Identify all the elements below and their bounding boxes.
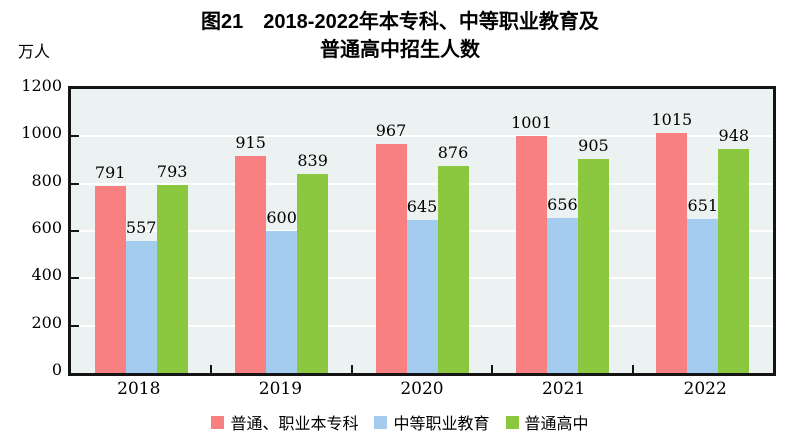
chart-title-line1: 图21 2018-2022年本专科、中等职业教育及	[201, 11, 599, 33]
bar-series-1: 600	[266, 208, 298, 373]
x-tick	[631, 365, 634, 373]
bar-value-label: 645	[406, 197, 438, 217]
bar-value-label: 915	[235, 133, 266, 153]
x-axis-label: 2020	[400, 379, 444, 399]
bar-series-2: 839	[297, 151, 329, 373]
gridline	[71, 135, 773, 138]
bar-value-label: 791	[94, 162, 126, 182]
chart-title: 图21 2018-2022年本专科、中等职业教育及 普通高中招生人数	[0, 8, 800, 64]
legend-item-2: 普通高中	[505, 410, 589, 434]
bar-group: 1015 651 948	[633, 89, 773, 373]
y-tick-label: 200	[31, 312, 62, 332]
bar-value-label: 905	[578, 135, 609, 155]
x-tick	[491, 365, 494, 373]
bar-series-2: 905	[577, 136, 609, 373]
y-tick-label: 400	[31, 265, 62, 285]
y-axis-labels: 0 200 400 600 800 1000 1200	[0, 78, 62, 378]
y-axis-unit-label: 万人	[18, 44, 51, 61]
x-axis-label: 2019	[258, 379, 303, 399]
legend-swatch	[505, 415, 519, 429]
bar-series-2: 948	[718, 126, 750, 373]
y-tick	[71, 182, 79, 185]
bar-value-label: 656	[547, 194, 578, 214]
bar-value-label: 557	[125, 218, 157, 238]
plot-area: 791 557 793 915 600 839 967 645 876 1001 656 905 101…	[68, 86, 776, 376]
y-tick	[71, 277, 79, 280]
bar-value-label: 1015	[651, 109, 693, 129]
bar-value-label: 967	[375, 121, 407, 141]
bar-value-label: 651	[687, 195, 719, 215]
legend-label: 中等职业教育	[393, 416, 490, 433]
legend-swatch	[374, 415, 388, 429]
bar-groups: 791 557 793 915 600 839 967 645 876 1001 656 905 101…	[71, 89, 773, 373]
x-axis-label: 2021	[541, 379, 586, 399]
bar-series-1: 645	[406, 197, 438, 373]
y-tick-label: 0	[51, 360, 62, 379]
y-tick	[71, 135, 79, 138]
legend-label: 普通高中	[524, 416, 589, 433]
x-tick	[210, 365, 213, 373]
y-tick	[71, 324, 79, 327]
x-axis-labels: 2018 2019 2020 2021 2022	[68, 379, 776, 399]
bar-value-label: 876	[437, 142, 469, 162]
bar-series-0: 1015	[651, 110, 692, 373]
bar-group: 1001 656 905	[492, 89, 632, 373]
bar-series-0: 791	[94, 163, 126, 373]
x-tick	[350, 365, 353, 373]
y-tick-label: 1200	[21, 76, 62, 95]
bar-group: 967 645 876	[352, 89, 492, 373]
bar-series-1: 651	[687, 196, 719, 373]
x-axis-label: 2022	[683, 379, 727, 399]
x-axis-label: 2018	[117, 379, 161, 399]
bar-value-label: 1001	[511, 113, 552, 133]
legend-item-0: 普通、职业本专科	[211, 410, 358, 434]
bar-series-2: 876	[437, 143, 469, 373]
legend-label: 普通、职业本专科	[230, 416, 359, 433]
bar-group: 791 557 793	[71, 89, 211, 373]
bar-series-0: 967	[375, 121, 407, 373]
y-tick	[71, 230, 79, 232]
bar-value-label: 839	[297, 151, 328, 171]
y-tick-label: 800	[31, 170, 62, 190]
bar-value-label: 948	[718, 125, 750, 145]
bar-series-0: 915	[235, 133, 267, 373]
y-tick-label: 1000	[21, 123, 62, 143]
chart-title-line2: 普通高中招生人数	[320, 39, 480, 61]
y-tick-label: 600	[31, 218, 62, 237]
gridline	[71, 182, 773, 185]
bar-series-1: 656	[546, 195, 578, 373]
bar-series-1: 557	[125, 218, 157, 373]
legend-item-1: 中等职业教育	[374, 410, 490, 434]
bar-value-label: 793	[156, 162, 188, 182]
bar-series-2: 793	[156, 162, 188, 373]
bar-value-label: 600	[266, 208, 297, 227]
legend-swatch	[211, 415, 225, 429]
bar-group: 915 600 839	[211, 89, 351, 373]
legend: 普通、职业本专科 中等职业教育 普通高中	[0, 410, 800, 434]
bar-series-0: 1001	[511, 113, 552, 373]
